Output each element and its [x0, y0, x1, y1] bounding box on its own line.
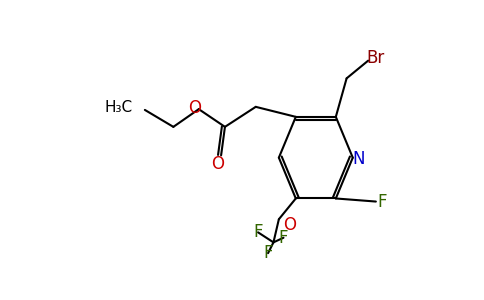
- Text: Br: Br: [367, 49, 385, 67]
- Text: N: N: [353, 150, 365, 168]
- Text: F: F: [378, 193, 387, 211]
- Text: F: F: [279, 229, 288, 247]
- Text: O: O: [212, 155, 225, 173]
- Text: O: O: [283, 216, 296, 234]
- Text: O: O: [188, 99, 201, 117]
- Text: F: F: [263, 244, 273, 262]
- Text: H₃C: H₃C: [105, 100, 133, 115]
- Text: F: F: [253, 223, 263, 241]
